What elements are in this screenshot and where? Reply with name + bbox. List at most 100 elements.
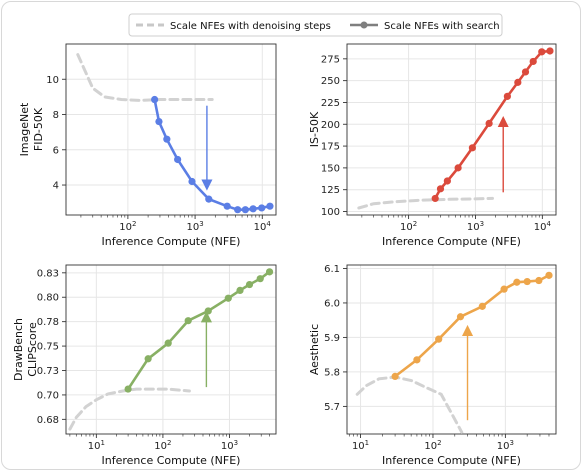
search-point [529,57,537,66]
search-point [188,177,196,186]
search-point [184,317,192,325]
x-tick-label: 102 [400,220,417,233]
x-tick-label: 102 [119,220,136,233]
legend: Scale NFEs with denoising steps Scale NF… [128,13,503,37]
series-search [153,99,271,211]
search-point [514,78,522,86]
search-point [443,177,451,185]
legend-dashed-label: Scale NFEs with denoising steps [170,21,331,32]
plot-frame [65,43,277,216]
y-tick-label: 0.75 [37,342,59,353]
search-point [265,268,274,276]
y-tick-label: 0.80 [37,293,59,304]
search-point [500,285,508,293]
series-denoising-steps [68,387,191,431]
x-tick-label: 101 [88,439,105,452]
search-point [431,194,439,203]
y-axis-label: FID-50K [32,107,45,151]
y-axis-label: CLIPScore [26,322,39,377]
search-point [174,155,182,164]
series-denoising-steps [355,375,464,434]
y-tick-label: 225 [321,98,340,109]
y-tick-label: 4 [53,181,59,192]
y-tick-label: 0.73 [37,366,59,377]
search-point [245,280,254,289]
y-tick-label: 0.70 [37,390,59,401]
search-point [234,206,242,214]
search-point [413,356,421,364]
search-point [204,307,212,315]
y-tick-label: 8 [53,110,59,121]
x-tick-label: 102 [424,439,441,452]
search-point [236,286,244,294]
search-point [266,202,274,210]
x-axis-label: Inference Compute (NFE) [382,235,521,248]
x-tick-label: 101 [352,439,369,452]
search-point [205,195,213,203]
search-point [144,355,152,363]
search-point [538,48,546,56]
panel-aes: 101 102 103 5.7 5.8 5.9 6.0 6.1 Inference Comput… [308,264,557,467]
search-point [164,339,172,347]
y-axis-label: Aesthetic [308,324,321,375]
y-tick-label: 125 [321,185,340,196]
y-tick-label: 275 [321,54,340,65]
y-tick-label: 100 [321,207,340,218]
search-point [391,372,399,381]
x-tick-label: 103 [497,439,514,452]
search-point [521,68,530,76]
x-axis-label: Inference Compute (NFE) [382,454,521,467]
search-point [485,119,493,127]
y-tick-label: 250 [321,76,340,87]
search-point [478,302,486,310]
x-tick-label: 103 [467,220,484,233]
y-tick-label: 150 [321,163,340,174]
y-tick-label: 200 [321,120,340,131]
series-denoising-steps [357,196,494,210]
x-tick-label: 104 [534,220,552,233]
panel-clip: 101 102 103 0.68 0.70 0.73 0.75 0.78 0.80 0.83 Inf… [12,264,277,467]
search-point [546,47,554,55]
legend-box [128,13,503,37]
x-tick-label: 104 [254,220,272,233]
search-point [513,278,521,286]
x-tick-label: 102 [154,439,171,452]
search-point [523,277,531,286]
legend-search-label: Scale NFEs with search [384,21,500,32]
search-point [155,117,163,126]
search-point [545,271,553,279]
legend-search-marker [360,21,368,29]
plot-frame [346,264,557,435]
x-tick-label: 103 [221,439,238,452]
search-point [435,335,443,343]
search-point [124,385,132,393]
y-tick-label: 5.9 [324,333,340,344]
search-point [241,206,249,214]
y-tick-label: 10 [46,75,59,86]
y-tick-label: 6 [53,145,59,156]
y-axis-label: ImageNet [18,102,31,156]
series-denoising-steps [76,53,214,102]
search-point [456,313,465,321]
search-point [224,294,232,302]
y-axis-label: IS-50K [308,111,321,147]
search-point [535,276,543,285]
search-point [436,185,445,193]
search-point [503,92,511,100]
y-tick-label: 6.0 [324,298,340,309]
y-tick-label: 175 [321,142,340,153]
search-point [151,95,159,104]
search-point [163,135,171,143]
search-point [249,205,257,213]
y-tick-label: 5.8 [324,367,340,378]
y-tick-label: 5.7 [324,402,340,413]
plot-frame [65,264,277,435]
x-axis-label: Inference Compute (NFE) [102,235,241,248]
y-tick-label: 0.83 [37,268,59,279]
search-point [223,202,231,210]
panel-fid: 102 103 104 4 6 8 10 Inference Compute (NFE) Ima… [18,43,277,248]
y-axis-label: DrawBench [12,318,25,381]
search-point [468,144,477,152]
search-point [454,164,462,172]
